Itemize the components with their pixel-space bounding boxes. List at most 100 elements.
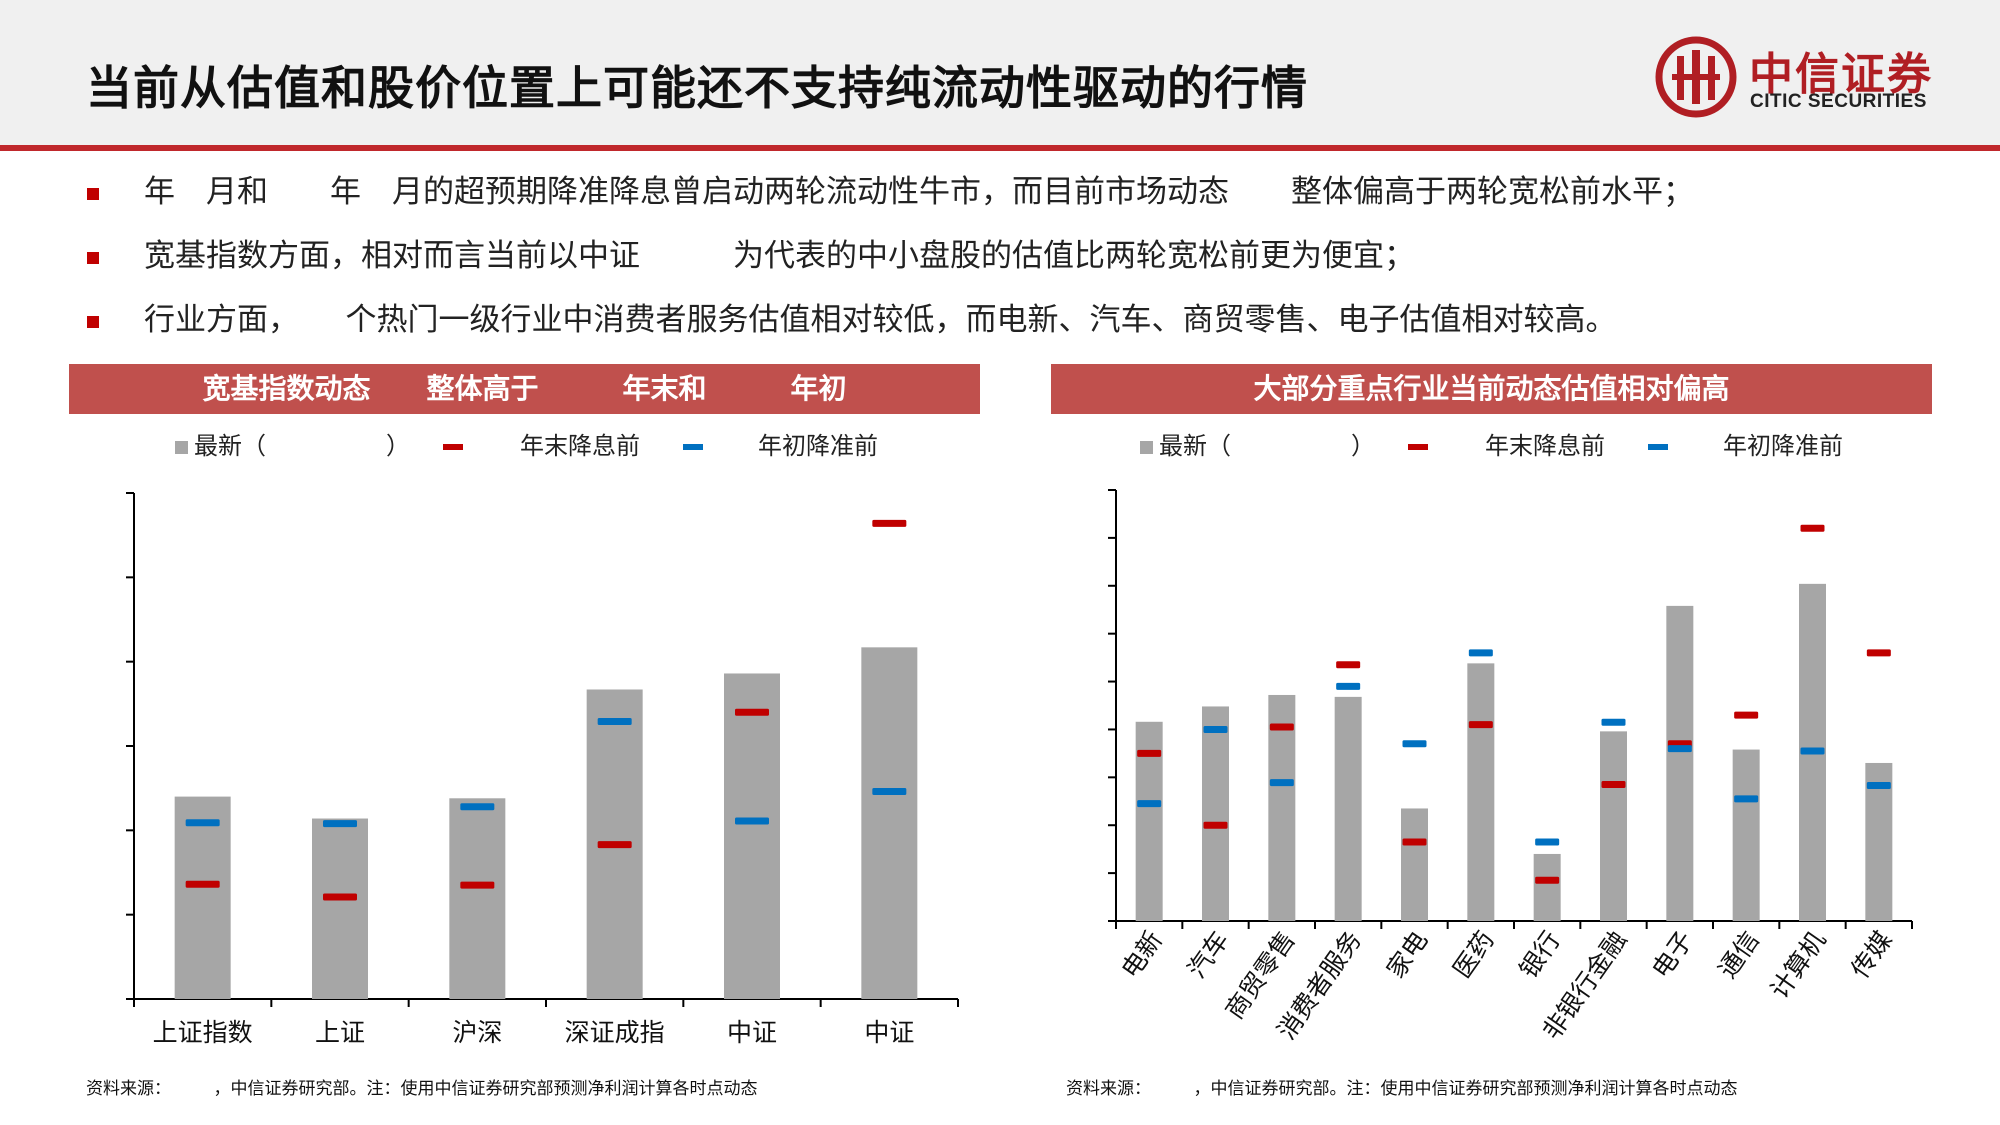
marker [1800,524,1825,532]
right-panel-header: 大部分重点行业当前动态估值相对偏高 [1051,364,1932,414]
x-tick-label: 沪深 [452,1018,502,1047]
legend-item-begin-cut [683,426,703,466]
x-tick-label: 传媒 [1845,926,1897,984]
bullet-item: 宽基指数方面，相对而言当前以中证 为代表的中小盘股的估值比两轮宽松前更为便宜； [86,232,1966,296]
marker [597,841,632,849]
legend-item-latest: 最新（ ） [1140,426,1375,466]
legend-item-latest: 最新（ ） [175,426,410,466]
x-tick-label: 通信 [1713,926,1765,984]
marker [597,718,632,726]
logo-text-en: CITIC SECURITIES [1750,91,1927,112]
marker [735,817,769,825]
legend-red-dash-icon [1408,444,1428,450]
header-divider [0,145,2000,151]
bar [1600,731,1627,921]
left-legend: 最新（ ） 年末降息前 年初降准前 [175,426,935,466]
marker [1800,747,1825,755]
bar [861,647,918,999]
bar [174,796,231,999]
right-legend: 最新（ ） 年末降息前 年初降准前 [1140,426,1900,466]
legend-item-end-cut [443,426,463,466]
bullet-text: 宽基指数方面，相对而言当前以中证 为代表的中小盘股的估值比两轮宽松前更为便宜； [144,238,1415,274]
marker [1734,711,1759,719]
left-chart: 上证指数 上证 沪深 深证成指 中证 中证 [120,485,970,1060]
bar [1533,853,1561,921]
marker [323,893,357,901]
bullet-text: 年 月和 年 月的超预期降准降息曾启动两轮流动性牛市，而目前市场动态 整体偏高于… [144,174,1694,210]
left-chart-svg: 上证指数 上证 沪深 深证成指 中证 中证 [126,492,959,1047]
right-chart: 电新 汽车 商贸零售 消费者服务 家电 医药 银行 非银行金融 电子 通信 计算机 传媒 [1060,480,1940,1060]
legend-blue-dash-icon [1648,444,1668,450]
x-tick-label: 中证 [864,1018,914,1047]
marker [872,519,907,527]
citic-logo: 中信证券 CITIC SECURITIES [1655,36,1945,126]
legend-label: 最新（ ） [194,432,410,460]
legend-label-begin-cut: 年初降准前 [758,432,878,460]
marker [1269,779,1294,787]
marker [1402,838,1427,846]
legend-label-end-cut: 年末降息前 [520,432,640,460]
bar [1865,762,1893,921]
logo-text-cn: 中信证券 [1749,49,1933,100]
marker [323,820,357,828]
marker [735,708,769,716]
bar [1268,694,1296,921]
marker [460,881,495,889]
bar [449,798,506,999]
left-source-note: 资料来源： ，中信证券研究部。注：使用中信证券研究部预测净利润计算各时点动态 [86,1079,758,1099]
marker [1336,682,1361,690]
bar [1202,706,1229,921]
bar [1467,663,1495,921]
x-tick-label: 中证 [727,1018,777,1047]
marker [1468,721,1493,729]
x-tick-label: 深证成指 [565,1018,665,1047]
right-source-note: 资料来源： ，中信证券研究部。注：使用中信证券研究部预测净利润计算各时点动态 [1066,1079,1738,1099]
bar [1666,605,1694,921]
bar [724,673,780,999]
legend-blue-dash-icon [683,444,703,450]
page-title: 当前从估值和股价位置上可能还不支持纯流动性驱动的行情 [86,61,1308,115]
x-tick-label: 银行 [1514,926,1566,984]
legend-red-dash-icon [443,444,463,450]
x-tick-label: 上证指数 [153,1018,253,1047]
x-tick-label: 医药 [1447,926,1499,984]
bullet-marker-icon [87,316,99,328]
bar [1732,749,1760,921]
legend-label-end-cut: 年末降息前 [1485,432,1605,460]
bullet-item: 年 月和 年 月的超预期降准降息曾启动两轮流动性牛市，而目前市场动态 整体偏高于… [86,168,1966,232]
bullet-marker-icon [87,188,99,200]
bar [312,818,368,999]
citic-logo-icon [1655,36,1737,118]
bullet-list: 年 月和 年 月的超预期降准降息曾启动两轮流动性牛市，而目前市场动态 整体偏高于… [86,168,1966,360]
legend-label-begin-cut: 年初降准前 [1723,432,1843,460]
x-tick-label: 电子 [1646,926,1698,984]
marker [872,788,907,796]
legend-label: 最新（ ） [1159,432,1375,460]
marker [1601,718,1626,726]
marker [1601,781,1626,789]
bar [1334,696,1362,921]
marker [185,880,220,888]
left-panel-header: 宽基指数动态 整体高于 年末和 年初 [69,364,980,414]
marker [1866,781,1891,789]
bullet-marker-icon [87,252,99,264]
legend-item-end-cut [1408,426,1428,466]
bullet-item: 行业方面， 个热门一级行业中消费者服务估值相对较低，而电新、汽车、商贸零售、电子… [86,296,1966,360]
legend-item-begin-cut [1648,426,1668,466]
x-tick-label: 计算机 [1765,926,1832,1004]
marker [1734,795,1759,803]
bar [1401,808,1428,921]
marker [185,819,220,827]
marker [1269,723,1294,731]
marker [1336,661,1361,669]
legend-bar-swatch-icon [1140,440,1153,454]
marker [1203,725,1228,733]
marker [1535,838,1560,846]
x-tick-label: 汽车 [1182,926,1234,984]
marker [1137,749,1162,757]
marker [1468,649,1493,657]
marker [1535,876,1560,884]
marker [1203,821,1228,829]
x-tick-label: 家电 [1381,926,1433,984]
